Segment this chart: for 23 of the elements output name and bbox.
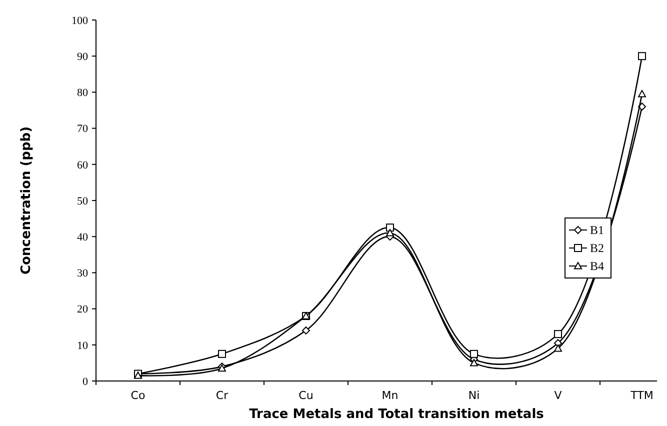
y-tick-label: 20 [77, 304, 88, 316]
y-tick-label: 70 [77, 123, 88, 136]
y-tick-label: 100 [72, 14, 88, 27]
y-tick-label: 10 [77, 340, 88, 352]
legend-label: B1 [590, 223, 604, 238]
x-tick-label: Ni [468, 389, 480, 402]
y-axis-title: Concentration (ppb) [19, 126, 34, 275]
y-tick-label: 80 [77, 87, 88, 100]
y-tick-label: 60 [77, 159, 88, 172]
legend-label: B2 [590, 241, 604, 256]
x-tick-label: TTM [630, 389, 654, 402]
x-tick-label: V [554, 389, 562, 402]
y-tick-label: 30 [77, 268, 88, 280]
y-tick-label: 40 [77, 231, 88, 244]
x-tick-label: Cr [216, 389, 229, 402]
y-tick-label: 50 [77, 195, 88, 208]
y-tick-label: 90 [77, 50, 88, 63]
x-tick-label: Mn [382, 389, 398, 402]
y-tick-label: 0 [82, 376, 88, 388]
x-tick-label: Cu [298, 389, 314, 402]
x-tick-label: Co [130, 389, 146, 402]
x-axis-title: Trace Metals and Total transition metals [249, 407, 544, 422]
legend-label: B4 [590, 259, 604, 274]
